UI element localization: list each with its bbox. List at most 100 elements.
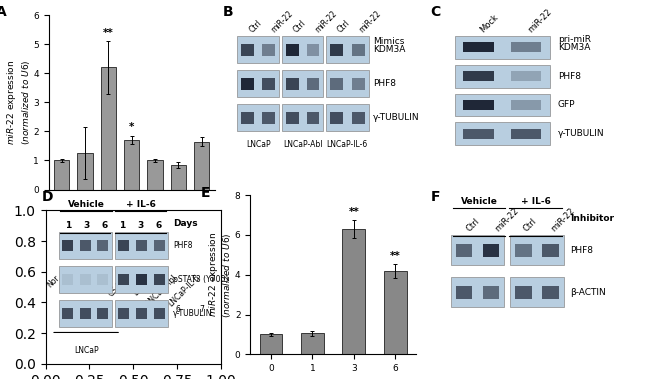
Bar — [343, 229, 365, 354]
Bar — [136, 274, 147, 285]
Bar — [384, 271, 407, 354]
Text: Vehicle: Vehicle — [461, 197, 497, 206]
Bar — [194, 142, 209, 190]
Bar — [482, 244, 499, 257]
Bar — [510, 277, 564, 307]
Text: Days: Days — [173, 219, 198, 228]
Text: D: D — [42, 190, 53, 204]
Bar — [463, 71, 494, 81]
Text: γ-TUBULIN: γ-TUBULIN — [558, 129, 605, 138]
Bar — [237, 104, 279, 131]
Text: 1: 1 — [59, 305, 64, 313]
Bar — [154, 307, 164, 319]
Bar — [118, 274, 129, 285]
Bar — [54, 160, 69, 190]
Bar — [282, 36, 323, 63]
Text: E: E — [200, 186, 210, 200]
Text: 5: 5 — [153, 305, 157, 313]
Text: **: ** — [390, 251, 400, 261]
Text: 4: 4 — [129, 305, 134, 313]
Bar — [154, 240, 164, 251]
Text: 3: 3 — [106, 305, 110, 313]
Text: C: C — [431, 5, 441, 19]
Bar — [62, 240, 73, 251]
Text: Vehicle: Vehicle — [68, 200, 105, 209]
Y-axis label: $\it{miR}$-22 expression
($\it{normalized\ to\ U6}$): $\it{miR}$-22 expression ($\it{normalize… — [207, 232, 233, 318]
Bar — [240, 112, 254, 124]
Text: LNCaP-Abl: LNCaP-Abl — [144, 273, 178, 307]
Text: miR-22: miR-22 — [550, 207, 577, 234]
Bar — [352, 112, 365, 124]
Bar — [510, 235, 564, 265]
Bar — [98, 240, 109, 251]
Bar — [80, 307, 91, 319]
Bar — [482, 285, 499, 299]
Text: miR-22: miR-22 — [526, 7, 553, 34]
Text: 3: 3 — [138, 221, 144, 230]
Bar — [451, 235, 504, 265]
Text: LNCaP: LNCaP — [74, 346, 98, 356]
Text: 1: 1 — [120, 221, 125, 230]
Bar — [118, 307, 129, 319]
Bar — [510, 71, 541, 81]
Bar — [542, 244, 558, 257]
Bar — [98, 274, 109, 285]
Bar — [456, 285, 473, 299]
Text: PHF8: PHF8 — [570, 246, 593, 255]
Bar — [136, 307, 147, 319]
Text: Ctrl: Ctrl — [292, 18, 308, 34]
Bar — [115, 300, 168, 327]
Bar — [286, 78, 299, 89]
Text: LNCaP-IL-6: LNCaP-IL-6 — [166, 273, 202, 309]
Text: LNCaP: LNCaP — [131, 273, 155, 297]
Bar — [510, 129, 541, 139]
Text: 3: 3 — [83, 221, 89, 230]
Bar — [515, 244, 532, 257]
Text: A: A — [0, 5, 6, 19]
Text: GFP: GFP — [558, 100, 575, 110]
Bar — [101, 67, 116, 190]
Text: 2: 2 — [83, 305, 87, 313]
Text: Hyp: Hyp — [68, 273, 85, 290]
Bar — [62, 274, 73, 285]
Bar — [463, 42, 494, 52]
Bar — [352, 44, 365, 56]
Bar — [262, 78, 275, 89]
Bar — [115, 232, 168, 259]
Bar — [455, 94, 550, 116]
Text: Mock: Mock — [478, 13, 500, 34]
Bar — [307, 112, 319, 124]
Bar — [262, 44, 275, 56]
Bar — [240, 44, 254, 56]
Bar — [80, 274, 91, 285]
Bar — [330, 78, 343, 89]
Bar — [154, 274, 164, 285]
Bar — [115, 266, 168, 293]
Text: PHF8: PHF8 — [558, 72, 580, 81]
Bar — [352, 78, 365, 89]
Bar — [58, 300, 112, 327]
Text: LNCaP-Abl: LNCaP-Abl — [283, 140, 322, 149]
Text: 6: 6 — [156, 221, 162, 230]
Bar — [463, 100, 494, 110]
Text: + IL-6: + IL-6 — [521, 197, 551, 206]
Bar — [124, 140, 139, 190]
Text: β-ACTIN: β-ACTIN — [570, 288, 606, 297]
Bar — [148, 160, 162, 190]
Bar — [80, 240, 91, 251]
Text: miR-22: miR-22 — [314, 9, 339, 34]
Text: B: B — [223, 5, 234, 19]
Bar — [171, 165, 186, 190]
Bar — [237, 36, 279, 63]
Text: miR-22: miR-22 — [493, 207, 521, 234]
Text: IL-6: IL-6 — [92, 273, 109, 290]
Text: + IL-6: + IL-6 — [126, 200, 156, 209]
Text: PHF8: PHF8 — [372, 79, 396, 88]
Bar — [542, 285, 558, 299]
Text: LNCaP-IL-6: LNCaP-IL-6 — [326, 140, 367, 149]
Bar — [62, 307, 73, 319]
Bar — [282, 70, 323, 97]
Bar — [307, 78, 319, 89]
Bar — [326, 70, 369, 97]
Text: γ-TUBULIN: γ-TUBULIN — [173, 309, 213, 318]
